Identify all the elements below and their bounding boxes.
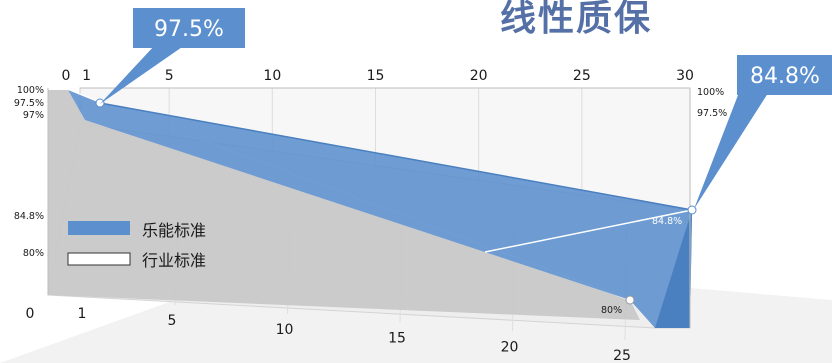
bottom-tick-label: 5 [168,313,177,329]
point-label-industry-end: 80% [601,305,622,316]
callout-right-pointer [694,90,770,209]
top-tick-label: 10 [263,68,281,84]
legend-label-lene: 乐能标准 [142,221,206,240]
point-lene-year1 [95,98,105,108]
callout-right-box [737,55,832,95]
left-axis-ticks: 100% 97.5%97% 84.8% 80% [14,85,44,259]
legend-swatch-lene [68,221,130,235]
callout-left-text: 97.5% [154,17,224,42]
left-tick-label: 80% [23,248,44,259]
top-tick-label: 1 [82,68,91,84]
legend: 乐能标准 行业标准 [67,221,206,270]
callout-right-text: 84.8% [750,64,820,89]
right-tick-label: 100% [697,87,724,98]
callout-left: 97.5% [100,8,245,104]
top-tick-label: 20 [470,68,488,84]
legend-label-industry: 行业标准 [142,251,206,270]
legend-swatch-industry [67,252,131,266]
lene-side-face [655,210,692,328]
top-tick-label: 15 [367,68,385,84]
bottom-tick-label: 25 [613,348,631,363]
callout-left-box [133,8,245,48]
top-tick-label: 5 [165,68,174,84]
bottom-tick-label: 20 [501,339,519,355]
point-label-lene-end: 84.8% [652,216,682,227]
bottom-tick-label: 15 [388,331,406,347]
bottom-tick-label: 0 [26,306,35,322]
point-lene-year30 [687,205,697,215]
left-tick-label: 97.5% [14,98,44,109]
industry-area [48,90,640,320]
chart-title: 线性质保 [500,0,652,39]
bottom-tick-label: 1 [78,306,87,322]
top-axis-ticks: 0 1 5 10 15 20 25 30 [62,68,694,84]
top-tick-label: 0 [62,68,71,84]
bottom-tick-label: 10 [276,322,294,338]
left-tick-label: 84.8% [14,211,44,222]
top-tick-label: 25 [573,68,591,84]
lene-line [99,102,693,211]
left-tick-label: 97% [23,110,44,121]
point-industry-year25 [625,295,635,305]
callout-right: 84.8% [694,55,832,209]
right-tick-label: 97.5% [697,108,727,119]
top-tick-label: 30 [676,68,694,84]
right-axis-ticks: 100% 97.5% [697,87,727,119]
lene-floor-line [484,209,693,253]
left-tick-label: 100% [17,85,44,96]
callout-left-pointer [100,45,185,104]
lene-area [68,90,692,328]
